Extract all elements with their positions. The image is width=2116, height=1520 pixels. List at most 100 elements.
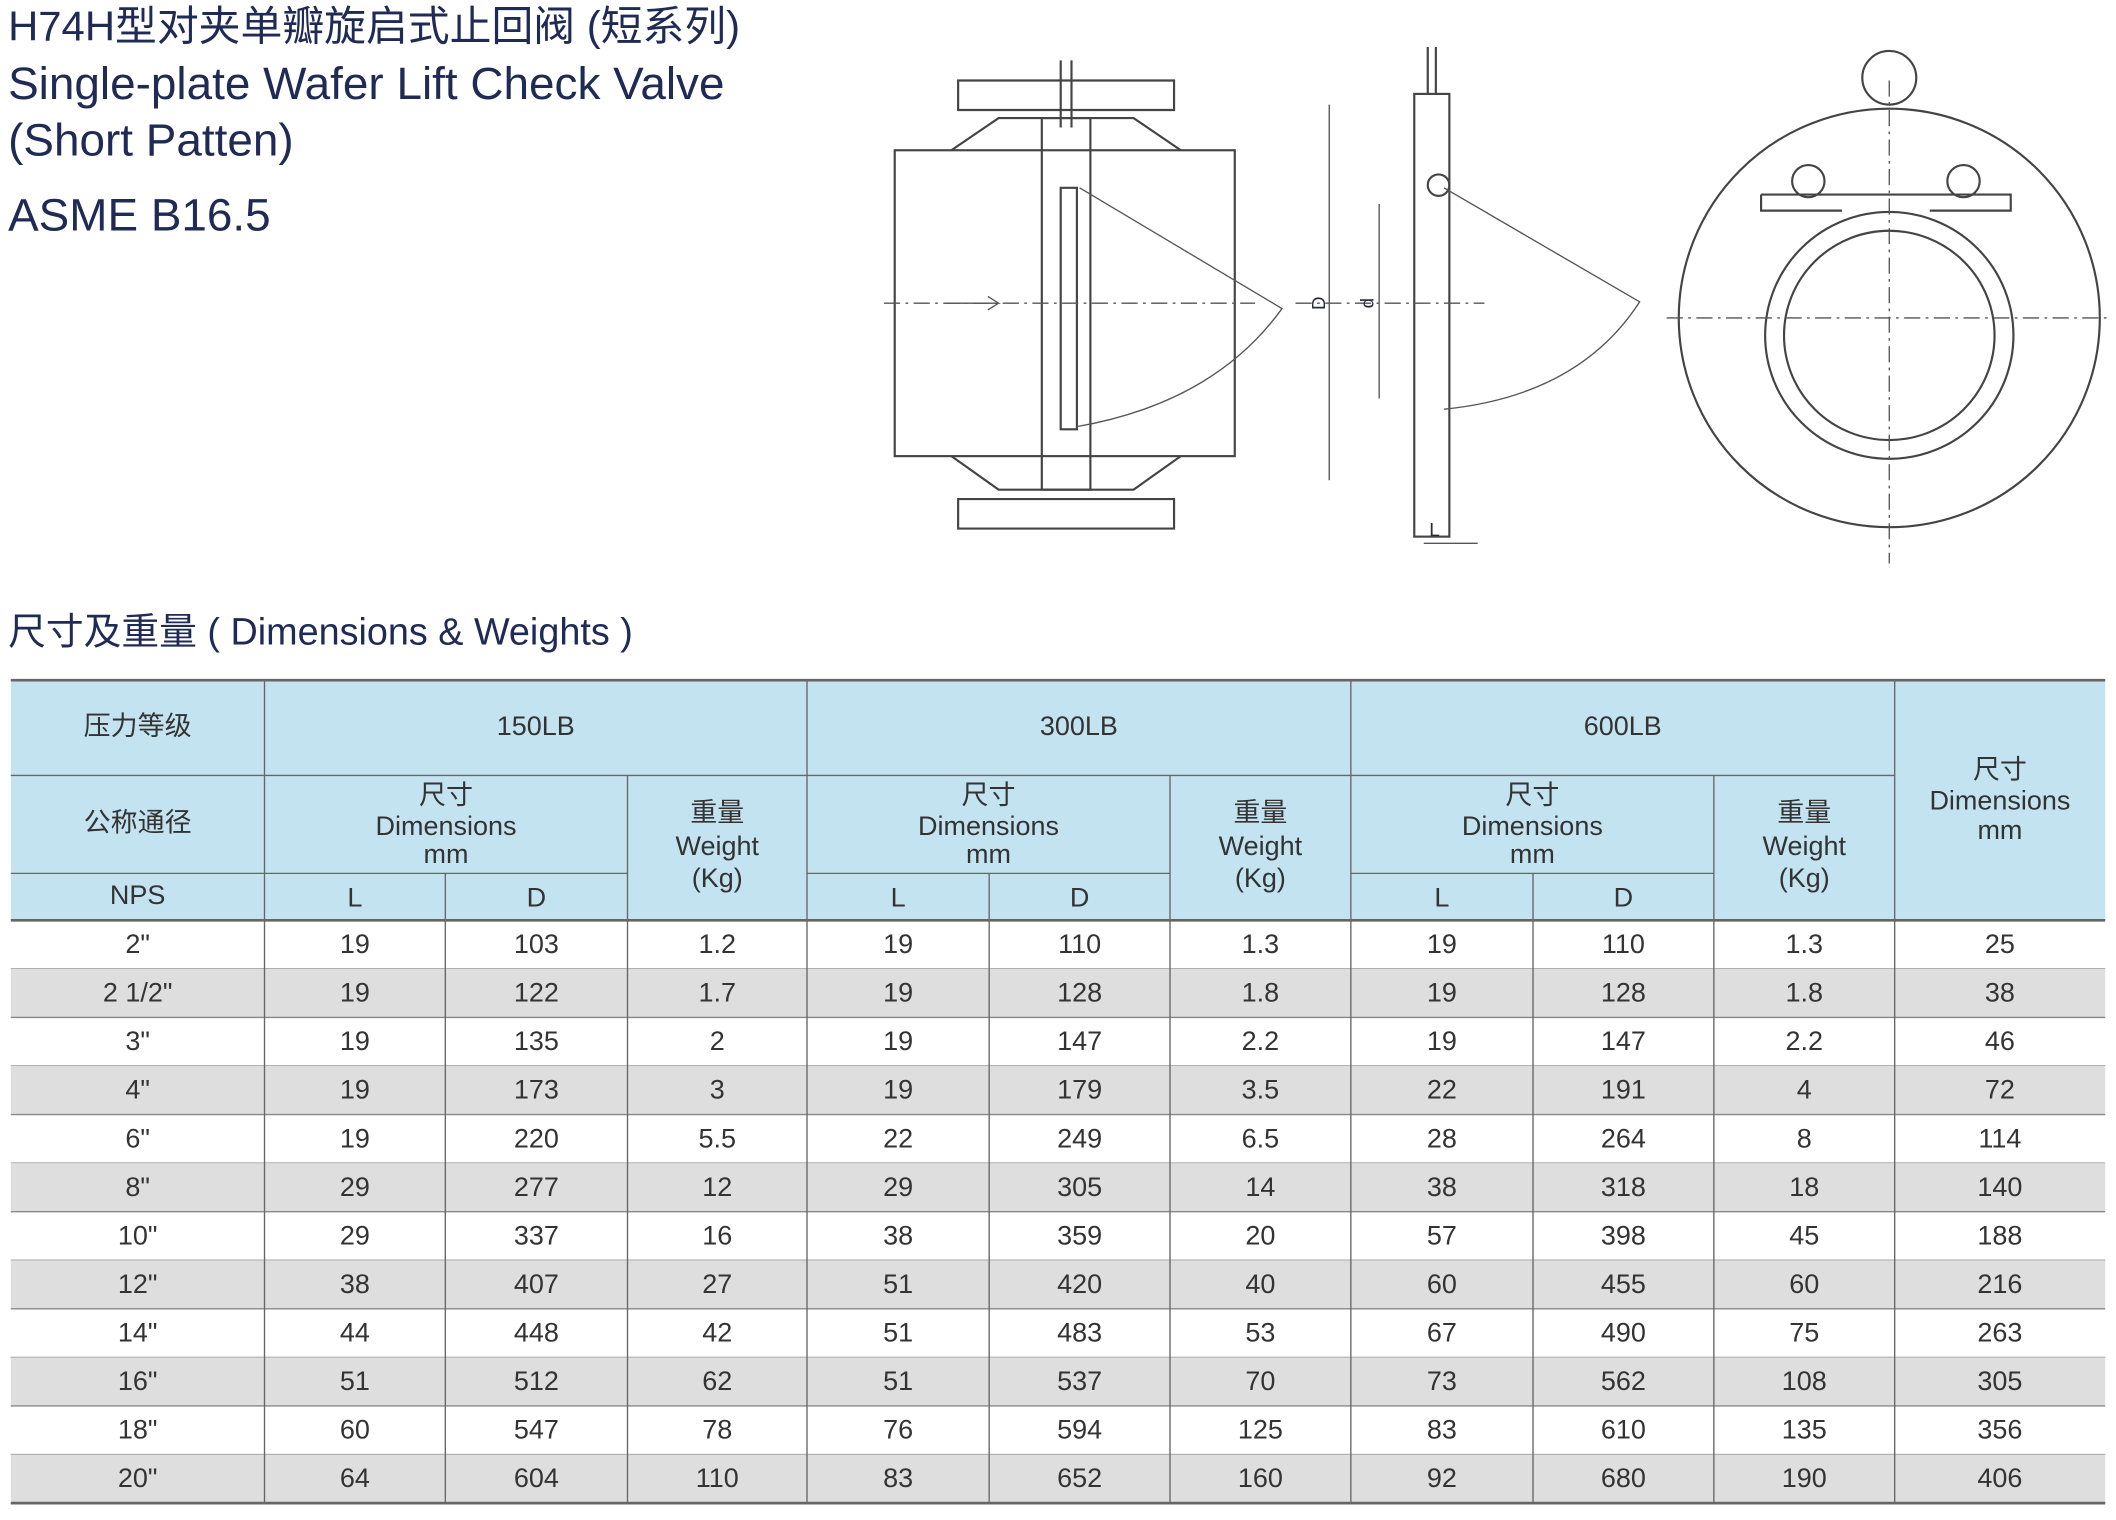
valve-drawing: D d L bbox=[883, 46, 2112, 564]
cell: 114 bbox=[1978, 1123, 2021, 1153]
cell: 16" bbox=[118, 1366, 158, 1396]
cell: 29 bbox=[340, 1172, 370, 1202]
cell: 92 bbox=[1427, 1463, 1457, 1493]
cell: 490 bbox=[1601, 1318, 1646, 1348]
cell: 73 bbox=[1427, 1366, 1457, 1396]
cell: 277 bbox=[514, 1172, 559, 1202]
cell: 18 bbox=[1789, 1172, 1819, 1202]
cell: 19 bbox=[1427, 1026, 1457, 1056]
cell: 16 bbox=[702, 1220, 732, 1250]
cell: 190 bbox=[1782, 1463, 1827, 1493]
cell: 547 bbox=[514, 1415, 559, 1445]
cell: 128 bbox=[1057, 978, 1102, 1008]
cell: 448 bbox=[514, 1318, 559, 1348]
cell: 40 bbox=[1245, 1269, 1275, 1299]
cell: 6.5 bbox=[1242, 1123, 1280, 1153]
header-cell: 600LB bbox=[1584, 711, 1662, 741]
header-cell: Weight bbox=[1219, 831, 1303, 861]
header-cell: Dimensions bbox=[1462, 811, 1603, 841]
header-cell: mm bbox=[1977, 815, 2022, 845]
bolts bbox=[957, 60, 1176, 530]
cell: 83 bbox=[1427, 1415, 1457, 1445]
seat-ring bbox=[1764, 210, 2015, 460]
header-cell: Weight bbox=[1763, 831, 1847, 861]
cell: 128 bbox=[1601, 978, 1646, 1008]
header-cell: D bbox=[1070, 883, 1089, 913]
cell: 3.5 bbox=[1242, 1075, 1280, 1105]
header-cell: Dimensions bbox=[1929, 785, 2070, 815]
cell: 179 bbox=[1057, 1075, 1102, 1105]
cell: 160 bbox=[1238, 1463, 1283, 1493]
cell: 1.8 bbox=[1786, 978, 1824, 1008]
header-cell: 公称通径 bbox=[84, 808, 192, 838]
header-cell: Dimensions bbox=[918, 811, 1059, 841]
cell: 20 bbox=[1245, 1220, 1275, 1250]
cell: 8 bbox=[1797, 1123, 1812, 1153]
cell: 1.3 bbox=[1242, 929, 1280, 959]
header-cell: D bbox=[1614, 883, 1633, 913]
cell: 27 bbox=[702, 1269, 732, 1299]
header-cell: (Kg) bbox=[1235, 863, 1286, 893]
cell: 12" bbox=[118, 1269, 158, 1299]
row-bg bbox=[10, 1066, 2106, 1115]
cell: 5.5 bbox=[698, 1123, 736, 1153]
cell: 18" bbox=[118, 1415, 158, 1445]
row-bg bbox=[10, 1163, 2106, 1212]
cell: 1.3 bbox=[1786, 929, 1824, 959]
cell: 122 bbox=[514, 978, 559, 1008]
dim-label: D bbox=[1308, 296, 1329, 310]
cell: 3" bbox=[125, 1026, 150, 1056]
header-cell: L bbox=[891, 883, 906, 913]
cell: 19 bbox=[1427, 978, 1457, 1008]
cell: 29 bbox=[340, 1220, 370, 1250]
cell: 680 bbox=[1601, 1463, 1646, 1493]
swing-arc-2 bbox=[1443, 187, 1641, 410]
centerlines bbox=[1666, 80, 2112, 564]
cell: 147 bbox=[1057, 1026, 1102, 1056]
header-cell: mm bbox=[1510, 839, 1555, 869]
hinge-l bbox=[1791, 163, 1826, 199]
cell: 25 bbox=[1985, 929, 2015, 959]
cell: 3 bbox=[710, 1075, 725, 1105]
cell: 22 bbox=[1427, 1075, 1457, 1105]
cell: 78 bbox=[702, 1415, 732, 1445]
title-en-2: (Short Patten) bbox=[8, 115, 294, 166]
cell: 51 bbox=[883, 1269, 913, 1299]
header-cell: 重量 bbox=[1233, 797, 1287, 827]
cell: 46 bbox=[1985, 1026, 2015, 1056]
cell: 38 bbox=[1427, 1172, 1457, 1202]
cell: 38 bbox=[340, 1269, 370, 1299]
cell: 75 bbox=[1789, 1318, 1819, 1348]
cell: 216 bbox=[1977, 1269, 2022, 1299]
cell: 1.7 bbox=[698, 978, 736, 1008]
section-title: 尺寸及重量 ( Dimensions & Weights ) bbox=[8, 611, 633, 653]
cell: 2.2 bbox=[1242, 1026, 1280, 1056]
dim-label: d bbox=[1356, 298, 1377, 308]
header-cell: 尺寸 bbox=[1505, 780, 1559, 810]
cell: 398 bbox=[1601, 1220, 1646, 1250]
standard: ASME B16.5 bbox=[8, 190, 271, 241]
cell: 72 bbox=[1985, 1075, 2015, 1105]
cell: 70 bbox=[1245, 1366, 1275, 1396]
cell: 51 bbox=[340, 1366, 370, 1396]
header-cell: NPS bbox=[110, 880, 165, 910]
cell: 652 bbox=[1057, 1463, 1102, 1493]
header-cell: (Kg) bbox=[1779, 863, 1830, 893]
cell: 20" bbox=[118, 1463, 158, 1493]
cell: 10" bbox=[118, 1220, 158, 1250]
cell: 305 bbox=[1057, 1172, 1102, 1202]
cell: 12 bbox=[702, 1172, 732, 1202]
cell: 147 bbox=[1601, 1026, 1646, 1056]
cell: 135 bbox=[514, 1026, 559, 1056]
cell: 604 bbox=[514, 1463, 559, 1493]
disc bbox=[1059, 186, 1078, 431]
cell: 19 bbox=[883, 1026, 913, 1056]
cell: 103 bbox=[514, 929, 559, 959]
header-cell: L bbox=[347, 883, 362, 913]
cell: 512 bbox=[514, 1366, 559, 1396]
cell: 38 bbox=[883, 1220, 913, 1250]
cell: 22 bbox=[883, 1123, 913, 1153]
table: 2" 19 103 1.2 19 110 1.3 19 110 1.3 252 1/2" 19 122 1… bbox=[10, 678, 2106, 1505]
header-cell: 尺寸 bbox=[962, 780, 1016, 810]
